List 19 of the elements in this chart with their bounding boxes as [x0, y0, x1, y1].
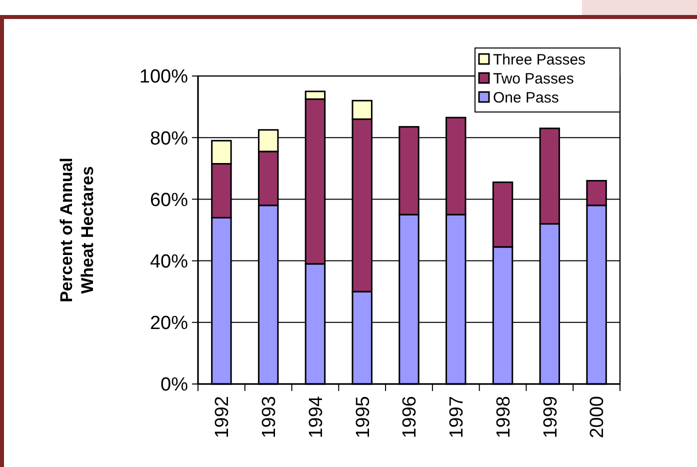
x-tick-label: 1998	[493, 396, 514, 438]
y-tick-label: 80%	[150, 128, 188, 150]
legend-label: Two Passes	[493, 70, 574, 88]
x-tick-label: 1995	[352, 396, 374, 438]
x-tick-label: 1993	[258, 396, 280, 438]
x-tick-label: 1997	[446, 396, 468, 438]
x-tick-label: 1994	[306, 396, 327, 438]
x-tick-label: 1996	[400, 396, 421, 438]
y-tick-label: 100%	[139, 66, 188, 88]
y-tick-label: 0%	[160, 374, 188, 396]
x-tick-label: 1999	[540, 396, 562, 438]
x-tick-label: 2000	[587, 396, 608, 438]
legend-label: One Pass	[493, 89, 559, 106]
y-tick-label: 20%	[150, 313, 188, 334]
y-axis-title: Percent of Annual Wheat Hectares	[57, 158, 97, 302]
x-tick-label: 1992	[212, 396, 234, 438]
y-tick-label: 60%	[150, 190, 188, 211]
legend-label: Three Passes	[493, 51, 586, 68]
y-tick-label: 40%	[150, 251, 188, 272]
